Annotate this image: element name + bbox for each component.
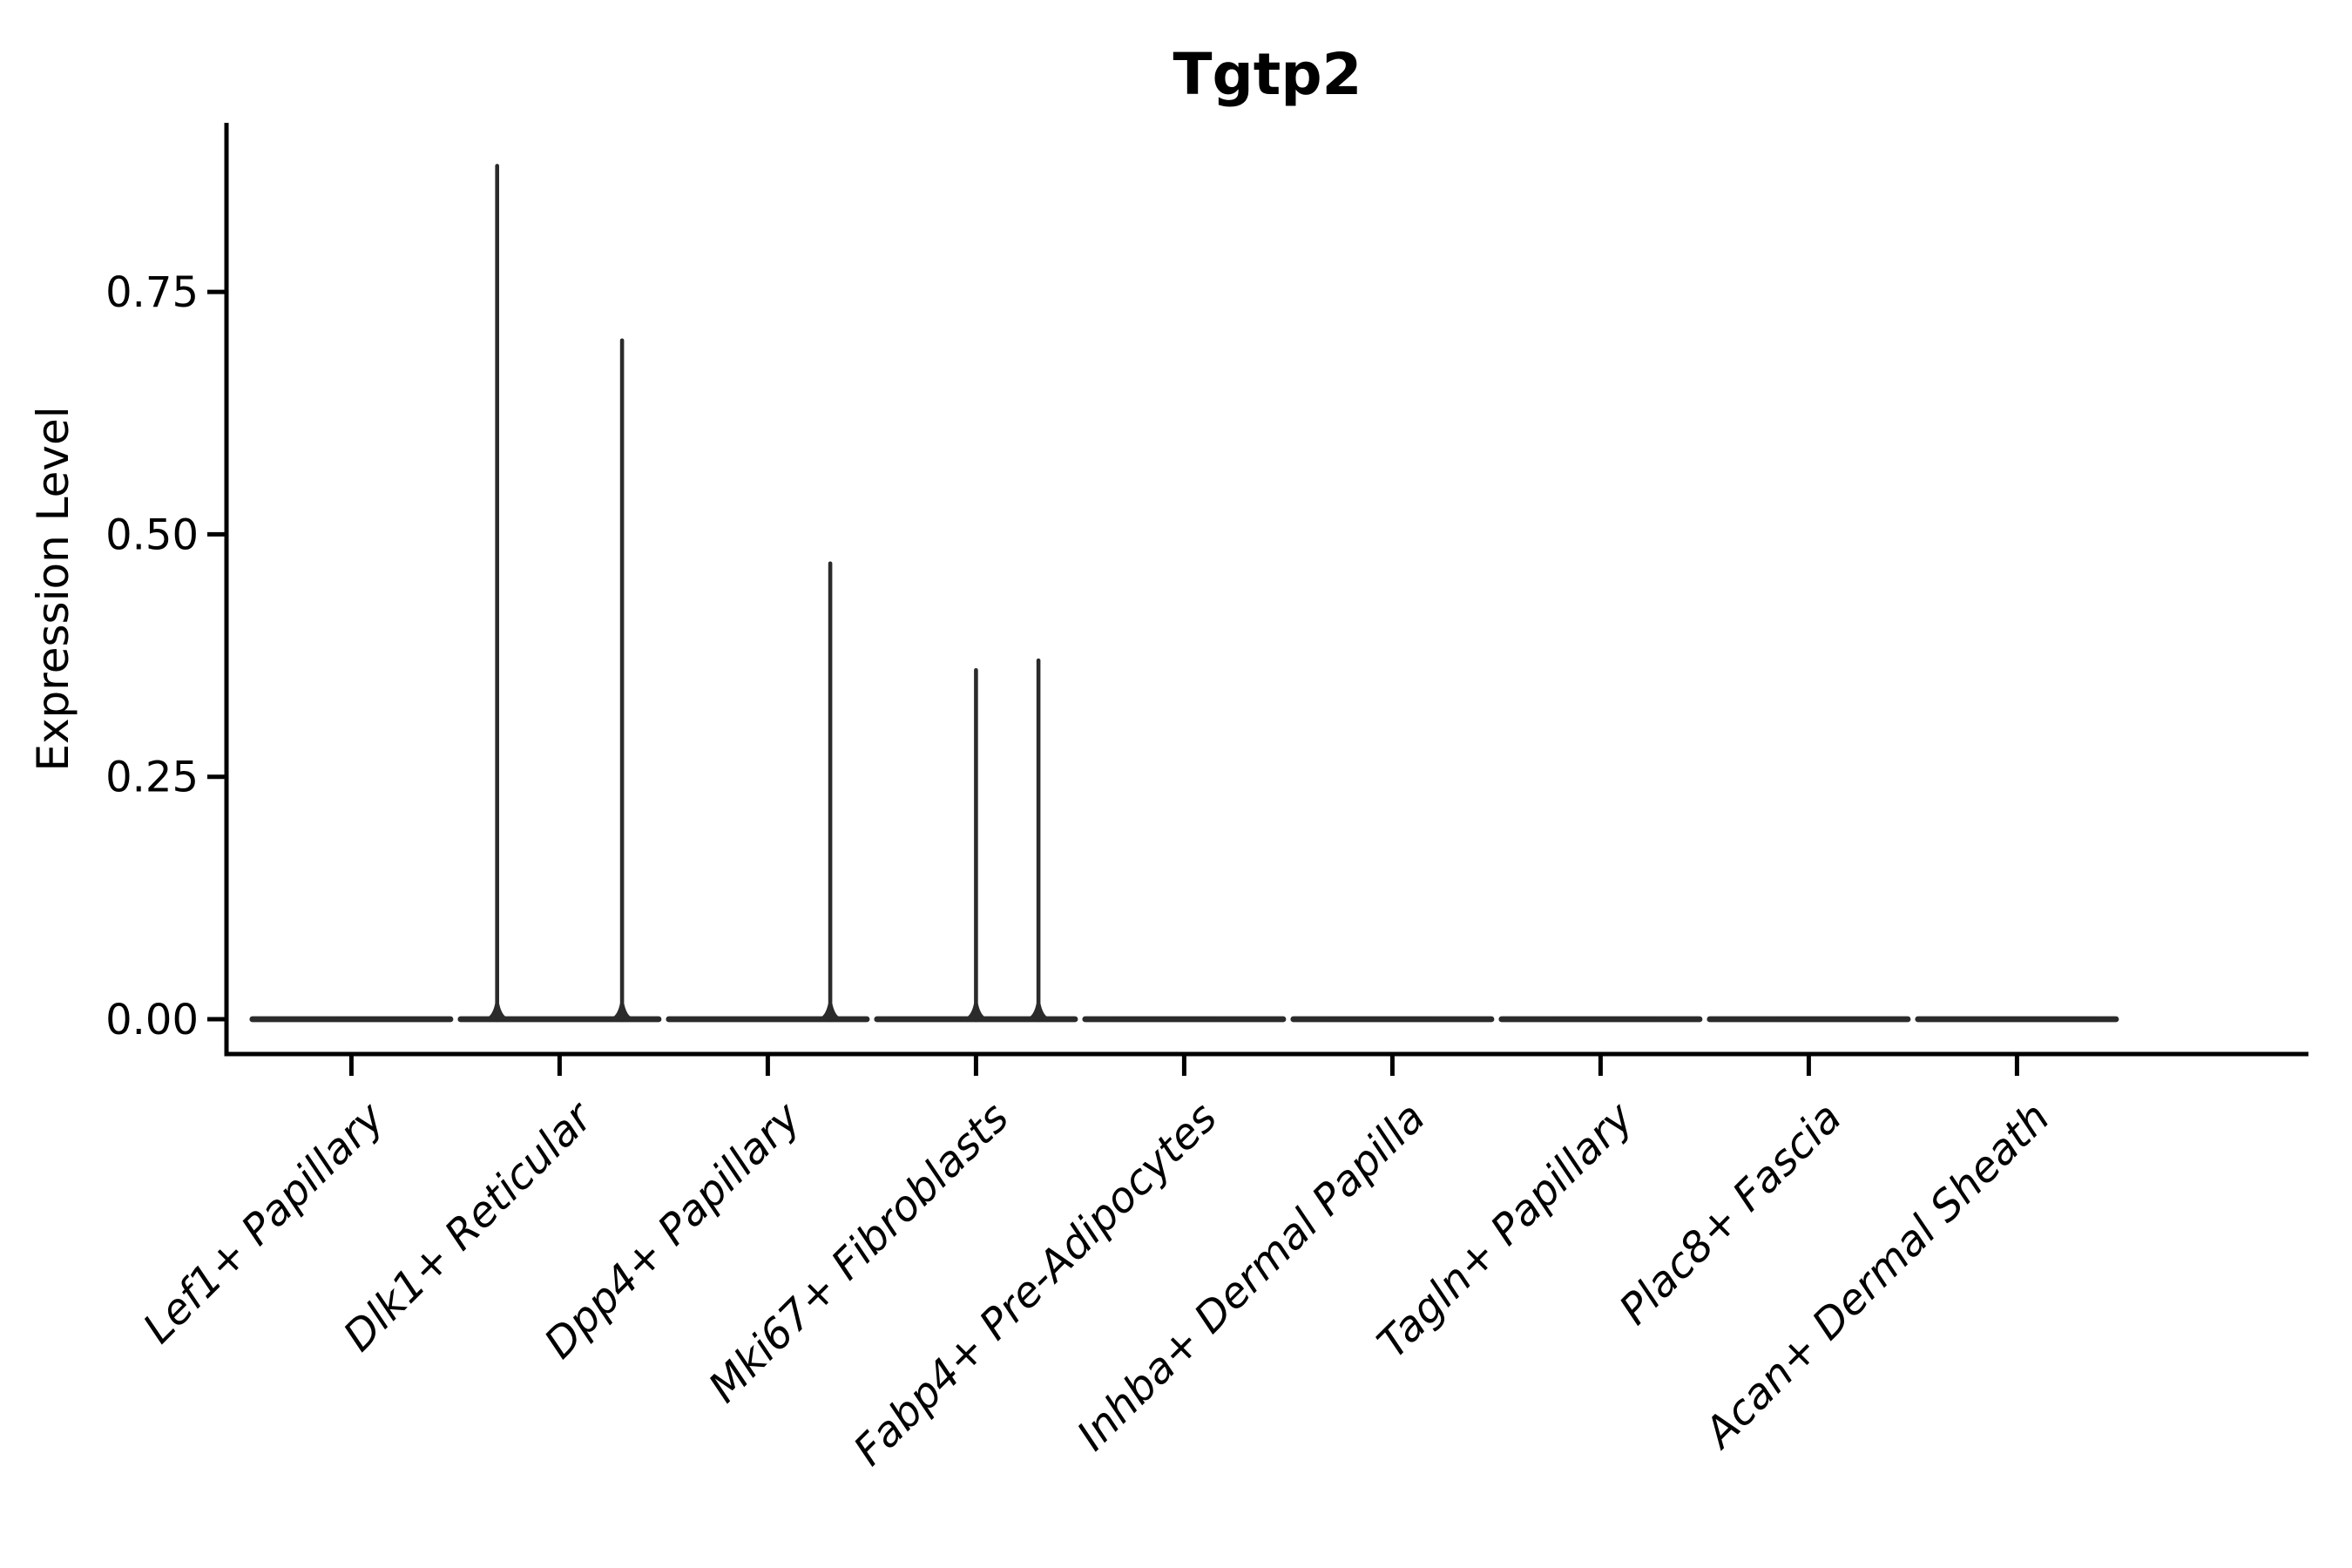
chart-title: Tgtp2	[1173, 41, 1362, 108]
axes	[224, 123, 2308, 1057]
y-tick-label: 0.75	[105, 268, 199, 317]
violin-base	[1707, 1016, 1911, 1023]
violin-base	[249, 1016, 454, 1023]
y-axis-label: Expression Level	[28, 406, 78, 771]
category-label: Inhba+ Dermal Papilla	[1068, 1093, 1435, 1460]
category-label: Plac8+ Fascia	[1610, 1093, 1851, 1335]
violin-base	[1082, 1016, 1287, 1023]
violin-base	[1498, 1016, 1703, 1023]
y-tick-label: 0.00	[105, 996, 199, 1044]
y-tick-label: 0.25	[105, 754, 199, 802]
x-axis-ticks	[348, 1054, 2019, 1076]
violin-base	[1915, 1016, 2119, 1023]
category-label: Fabp4+ Pre-Adipocytes	[844, 1093, 1227, 1476]
violin-shapes	[249, 164, 2119, 1023]
y-axis-ticks: 0.00 0.25 0.50 0.75	[105, 268, 226, 1044]
y-tick-label: 0.50	[105, 510, 199, 559]
category-label: Acan+ Dermal Sheath	[1693, 1093, 2059, 1459]
violin-base	[1290, 1016, 1495, 1023]
